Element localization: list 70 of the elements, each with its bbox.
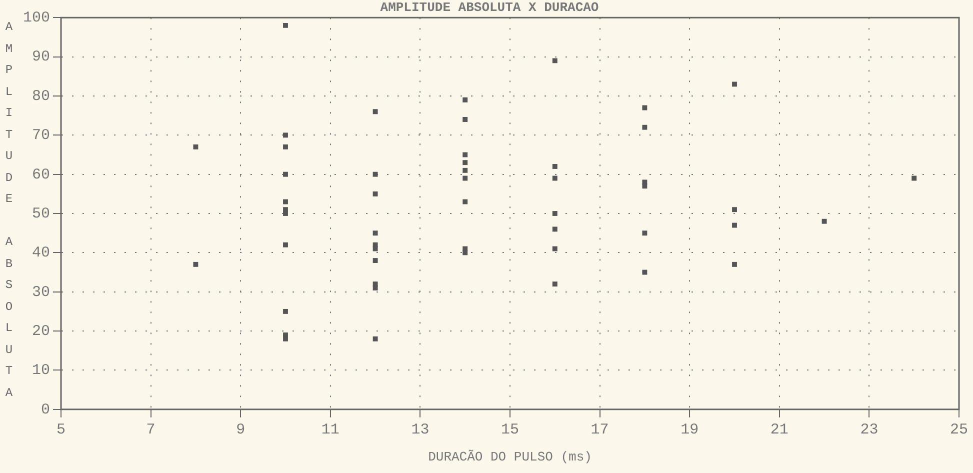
- point: [552, 246, 558, 252]
- y-tick-label: 90: [32, 48, 50, 66]
- point: [642, 230, 648, 236]
- point: [642, 105, 648, 110]
- point: [732, 222, 737, 228]
- x-tick-label: 11: [321, 421, 340, 438]
- point: [462, 199, 468, 204]
- y-tick-label: 50: [32, 205, 50, 222]
- point: [822, 218, 827, 224]
- point: [283, 211, 288, 216]
- point: [462, 97, 468, 102]
- point: [912, 176, 917, 181]
- point: [283, 308, 288, 314]
- point: [732, 207, 737, 212]
- point: [732, 262, 737, 267]
- point: [372, 285, 378, 290]
- point: [193, 262, 198, 267]
- point: [552, 176, 558, 181]
- point: [552, 211, 558, 216]
- point: [283, 336, 288, 342]
- chart-title: AMPLITUDE ABSOLUTA X DURACAO: [380, 0, 599, 16]
- point: [283, 242, 288, 248]
- point: [283, 199, 288, 204]
- point: [642, 184, 648, 189]
- text: AMPLITUDE ABSOLUTA: [5, 20, 13, 400]
- point: [372, 246, 378, 252]
- x-tick-label: 19: [680, 421, 699, 438]
- point: [193, 144, 198, 150]
- x-tick-label: 9: [236, 421, 246, 438]
- x-axis-title: DURACÃO DO PULSO (ms): [428, 450, 592, 465]
- x-tick-label: 23: [860, 421, 878, 438]
- point: [552, 164, 558, 169]
- point: [283, 132, 288, 138]
- point: [372, 230, 378, 236]
- x-tick-label: 25: [950, 421, 968, 438]
- x-tick-label: 21: [770, 421, 788, 438]
- point: [372, 109, 378, 114]
- point: [462, 168, 468, 173]
- y-tick-label: 60: [32, 166, 50, 184]
- x-tick-label: 15: [500, 421, 520, 438]
- point: [642, 270, 648, 275]
- y-tick-label: 80: [32, 88, 50, 105]
- point: [372, 336, 378, 342]
- point: [462, 160, 468, 166]
- y-tick-label: 0: [40, 401, 50, 418]
- point: [552, 282, 558, 286]
- y-tick-label: 10: [32, 362, 50, 380]
- y-tick-label: 40: [32, 244, 50, 262]
- x-tick-label: 17: [590, 421, 609, 438]
- y-tick-label: 20: [32, 323, 50, 340]
- point: [372, 191, 378, 196]
- point: [283, 22, 288, 28]
- x-tick-label: 13: [411, 421, 430, 438]
- point: [372, 172, 378, 177]
- x-tick-label: 7: [146, 421, 156, 438]
- y-tick-label: 30: [32, 284, 50, 301]
- y-tick-label: 100: [22, 10, 50, 27]
- point: [462, 152, 468, 158]
- point: [732, 82, 737, 87]
- y-tick-label: 70: [32, 127, 50, 144]
- point: [283, 172, 288, 177]
- point: [372, 258, 378, 263]
- x-tick-label: 5: [56, 421, 66, 438]
- point: [462, 250, 468, 256]
- point: [642, 124, 648, 130]
- point: [462, 176, 468, 181]
- point: [283, 144, 288, 150]
- point: [552, 226, 558, 232]
- point: [462, 116, 468, 122]
- point: [552, 58, 558, 64]
